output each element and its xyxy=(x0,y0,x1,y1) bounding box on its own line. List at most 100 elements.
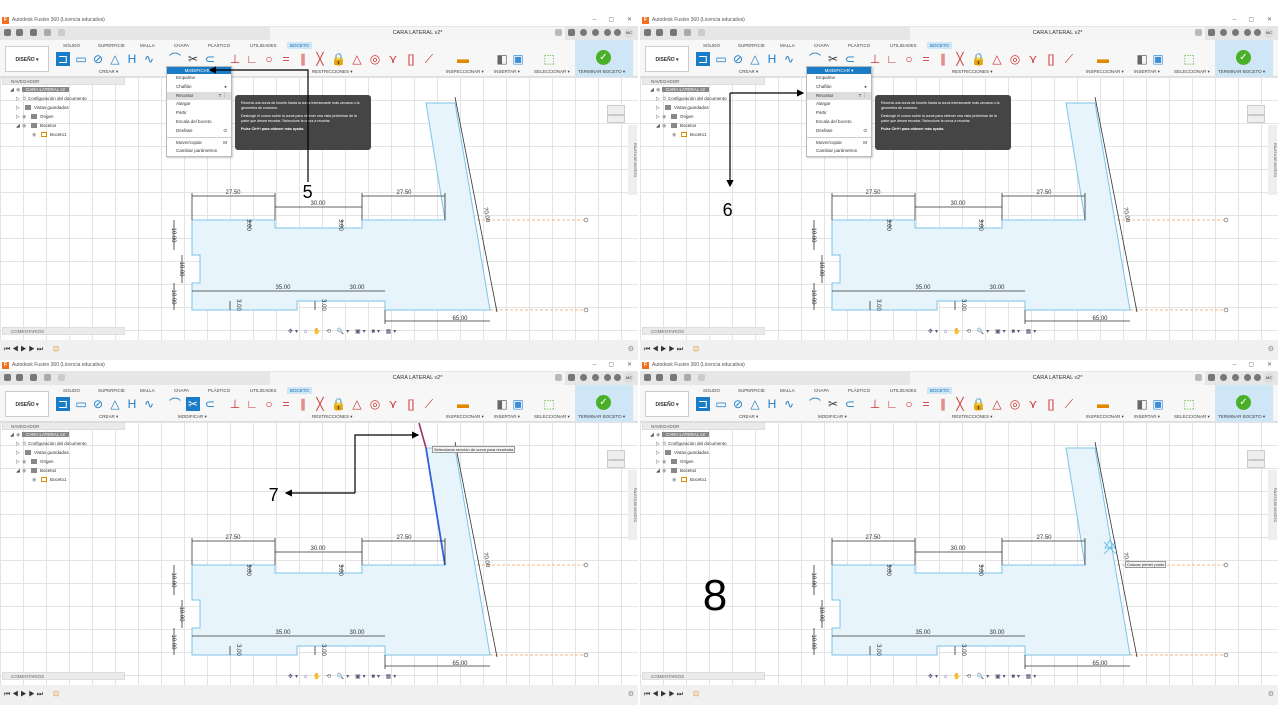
menu-item-chaflán[interactable]: Chaflán ▸ xyxy=(816,83,867,89)
group-crear[interactable]: CREAR ▾ xyxy=(739,414,759,419)
sketch-point[interactable] xyxy=(583,217,589,223)
timeline-settings-icon[interactable]: ⚙ xyxy=(1267,691,1274,698)
undo-icon[interactable] xyxy=(684,29,691,36)
dimension-label[interactable]: 3.00 xyxy=(875,644,881,656)
document-tab[interactable]: CARA LATERAL v2* xyxy=(270,372,565,385)
trim-highlight-segment[interactable] xyxy=(425,447,446,566)
spline-tool-icon[interactable]: ∿ xyxy=(783,397,795,411)
select-icon[interactable]: ⬚ xyxy=(543,52,555,66)
group-crear[interactable]: CREAR ▾ xyxy=(99,414,119,419)
lock-icon[interactable]: 🔒 xyxy=(331,397,346,411)
menu-item-recortar[interactable]: Recortar T ⋮ xyxy=(167,91,231,101)
dimension-label[interactable]: 3.00 xyxy=(885,564,891,576)
offset-tool-icon[interactable]: ⊂ xyxy=(204,397,216,411)
menu-item-chaflán[interactable]: Chaflán ▸ xyxy=(176,83,227,89)
fix-constraint-icon[interactable]: ⊥ xyxy=(229,52,241,66)
perpendicular-icon[interactable]: ∟ xyxy=(886,397,898,411)
triangle-icon[interactable]: △ xyxy=(992,52,1002,66)
group-inspeccionar[interactable]: INSPECCIONAR ▾ xyxy=(446,69,484,74)
group-inspeccionar[interactable]: INSPECCIONAR ▾ xyxy=(446,414,484,419)
menu-item-cambiar-parámetros[interactable]: Cambiar parámetros xyxy=(176,148,218,154)
extensions-icon[interactable] xyxy=(580,29,587,36)
dimension-label[interactable]: 27.50 xyxy=(865,535,881,541)
measure-icon[interactable]: ▬ xyxy=(1097,397,1109,411)
dimension-label[interactable]: 30.00 xyxy=(310,201,326,207)
equal-icon[interactable]: = xyxy=(922,397,930,411)
parallel-icon[interactable]: ∥ xyxy=(940,397,946,411)
navigator-header[interactable]: NAVEGADOR xyxy=(642,422,765,430)
rectangle-tool-icon[interactable]: ▭ xyxy=(75,52,87,66)
tangent-icon[interactable]: ○ xyxy=(265,397,273,411)
menu-item-alargar[interactable]: Alargar xyxy=(176,101,191,107)
minimize-button[interactable]: – xyxy=(1232,17,1236,23)
design-workspace-button[interactable]: DISEÑO ▾ xyxy=(5,391,49,417)
dimension-label[interactable]: 10.00 xyxy=(810,634,816,650)
dimension-label[interactable]: 30.00 xyxy=(310,546,326,552)
menu-item-partir[interactable]: Partir xyxy=(176,110,187,116)
tree-item-doc-settings[interactable]: ▷ ⚙ Configuración del documento xyxy=(16,96,87,102)
dimension-label[interactable]: 3.00 xyxy=(245,564,251,576)
dimension-label[interactable]: 65.00 xyxy=(1092,661,1108,667)
timeline-controls[interactable]: ⏮ ◀ ▶ ▶ ⏭ xyxy=(4,691,44,698)
dimension-label[interactable]: 70.00 xyxy=(482,552,491,568)
tree-item-saved-views[interactable]: ▷ Vistas guardadas xyxy=(16,105,69,111)
symmetry-icon[interactable]: [] xyxy=(407,52,415,66)
tree-item-saved-views[interactable]: ▷ Vistas guardadas xyxy=(16,450,69,456)
select-icon[interactable]: ⬚ xyxy=(543,397,555,411)
perpendicular-icon[interactable]: ∟ xyxy=(886,52,898,66)
dimension-label[interactable]: 70.00 xyxy=(482,207,491,223)
dimension-label[interactable]: 3.00 xyxy=(337,219,343,231)
tab-malla[interactable]: MALLA xyxy=(780,388,795,393)
close-button[interactable]: ✕ xyxy=(626,17,632,23)
navigator-header[interactable]: NAVEGADOR xyxy=(2,422,125,430)
timeline-sketch-marker[interactable]: ⊡ xyxy=(693,346,699,353)
insert-icon[interactable]: ◧ xyxy=(496,52,508,66)
symmetry-icon[interactable]: [] xyxy=(1047,52,1055,66)
tree-item-sketch1[interactable]: ◉ Boceto1 xyxy=(32,477,67,483)
tab-superficie[interactable]: SUPERFICIE xyxy=(738,43,766,48)
tab-malla[interactable]: MALLA xyxy=(140,388,155,393)
offset-tool-icon[interactable]: ⊂ xyxy=(844,397,856,411)
tree-item-sketch1[interactable]: ◉ Boceto1 xyxy=(672,132,707,138)
menu-item-empalme[interactable]: Empalme xyxy=(816,75,836,80)
dimension-label[interactable]: 10.00 xyxy=(178,261,184,277)
timeline-controls[interactable]: ⏮ ◀ ▶ ▶ ⏭ xyxy=(644,691,684,698)
spline-tool-icon[interactable]: ∿ xyxy=(143,52,155,66)
tree-item-sketches[interactable]: ◢ ◉ Bocetos xyxy=(16,468,57,474)
user-avatar[interactable]: MC xyxy=(624,28,634,38)
dimension-label[interactable]: 27.50 xyxy=(225,190,241,196)
grid-menu-icon[interactable] xyxy=(4,29,11,36)
fillet-tool-icon[interactable]: ⌒ xyxy=(168,52,181,66)
dimension-label[interactable]: 65.00 xyxy=(452,661,468,667)
user-avatar[interactable]: MC xyxy=(624,373,634,383)
dimension-label[interactable]: 3.00 xyxy=(885,219,891,231)
dimension-label[interactable]: 30.00 xyxy=(989,630,1005,636)
parallel-icon[interactable]: ∥ xyxy=(300,397,306,411)
redo-icon[interactable] xyxy=(698,374,705,381)
finish-sketch-button[interactable]: ✓ xyxy=(1215,385,1273,422)
user-avatar[interactable]: MC xyxy=(1264,28,1274,38)
menu-item-empalme[interactable]: Empalme xyxy=(176,75,196,80)
trim-tool-icon[interactable]: ✂ xyxy=(186,397,200,411)
minimize-button[interactable]: – xyxy=(592,362,596,368)
sketch-point[interactable] xyxy=(583,562,589,568)
sketch-point[interactable] xyxy=(1223,307,1229,313)
sketch-palette-tab[interactable]: PALETA DE BOCETO xyxy=(1268,470,1277,540)
tab-plastico[interactable]: PLÁSTICO xyxy=(848,388,871,393)
tree-item-sketches[interactable]: ◢ ◉ Bocetos xyxy=(656,468,697,474)
menu-item-partir[interactable]: Partir xyxy=(816,110,827,116)
midpoint-icon[interactable]: ⋎ xyxy=(388,52,398,66)
dimension-label[interactable]: 3.00 xyxy=(875,299,881,311)
sketch-point[interactable] xyxy=(583,652,589,658)
group-modificar[interactable]: MODIFICAR ▾ xyxy=(178,414,207,419)
finish-sketch-button[interactable]: ✓ xyxy=(575,40,633,77)
undo-icon[interactable] xyxy=(44,29,51,36)
timeline-settings-icon[interactable]: ⚙ xyxy=(627,691,634,698)
tab-solido[interactable]: SOLIDO xyxy=(703,388,721,393)
dimension-label[interactable]: 70.00 xyxy=(1122,552,1131,568)
group-crear[interactable]: CREAR ▾ xyxy=(99,69,119,74)
tab-malla[interactable]: MALLA xyxy=(780,43,795,48)
timeline-settings-icon[interactable]: ⚙ xyxy=(1267,346,1274,353)
sketch-point[interactable] xyxy=(1223,562,1229,568)
timeline-sketch-marker[interactable]: ⊡ xyxy=(53,691,59,698)
